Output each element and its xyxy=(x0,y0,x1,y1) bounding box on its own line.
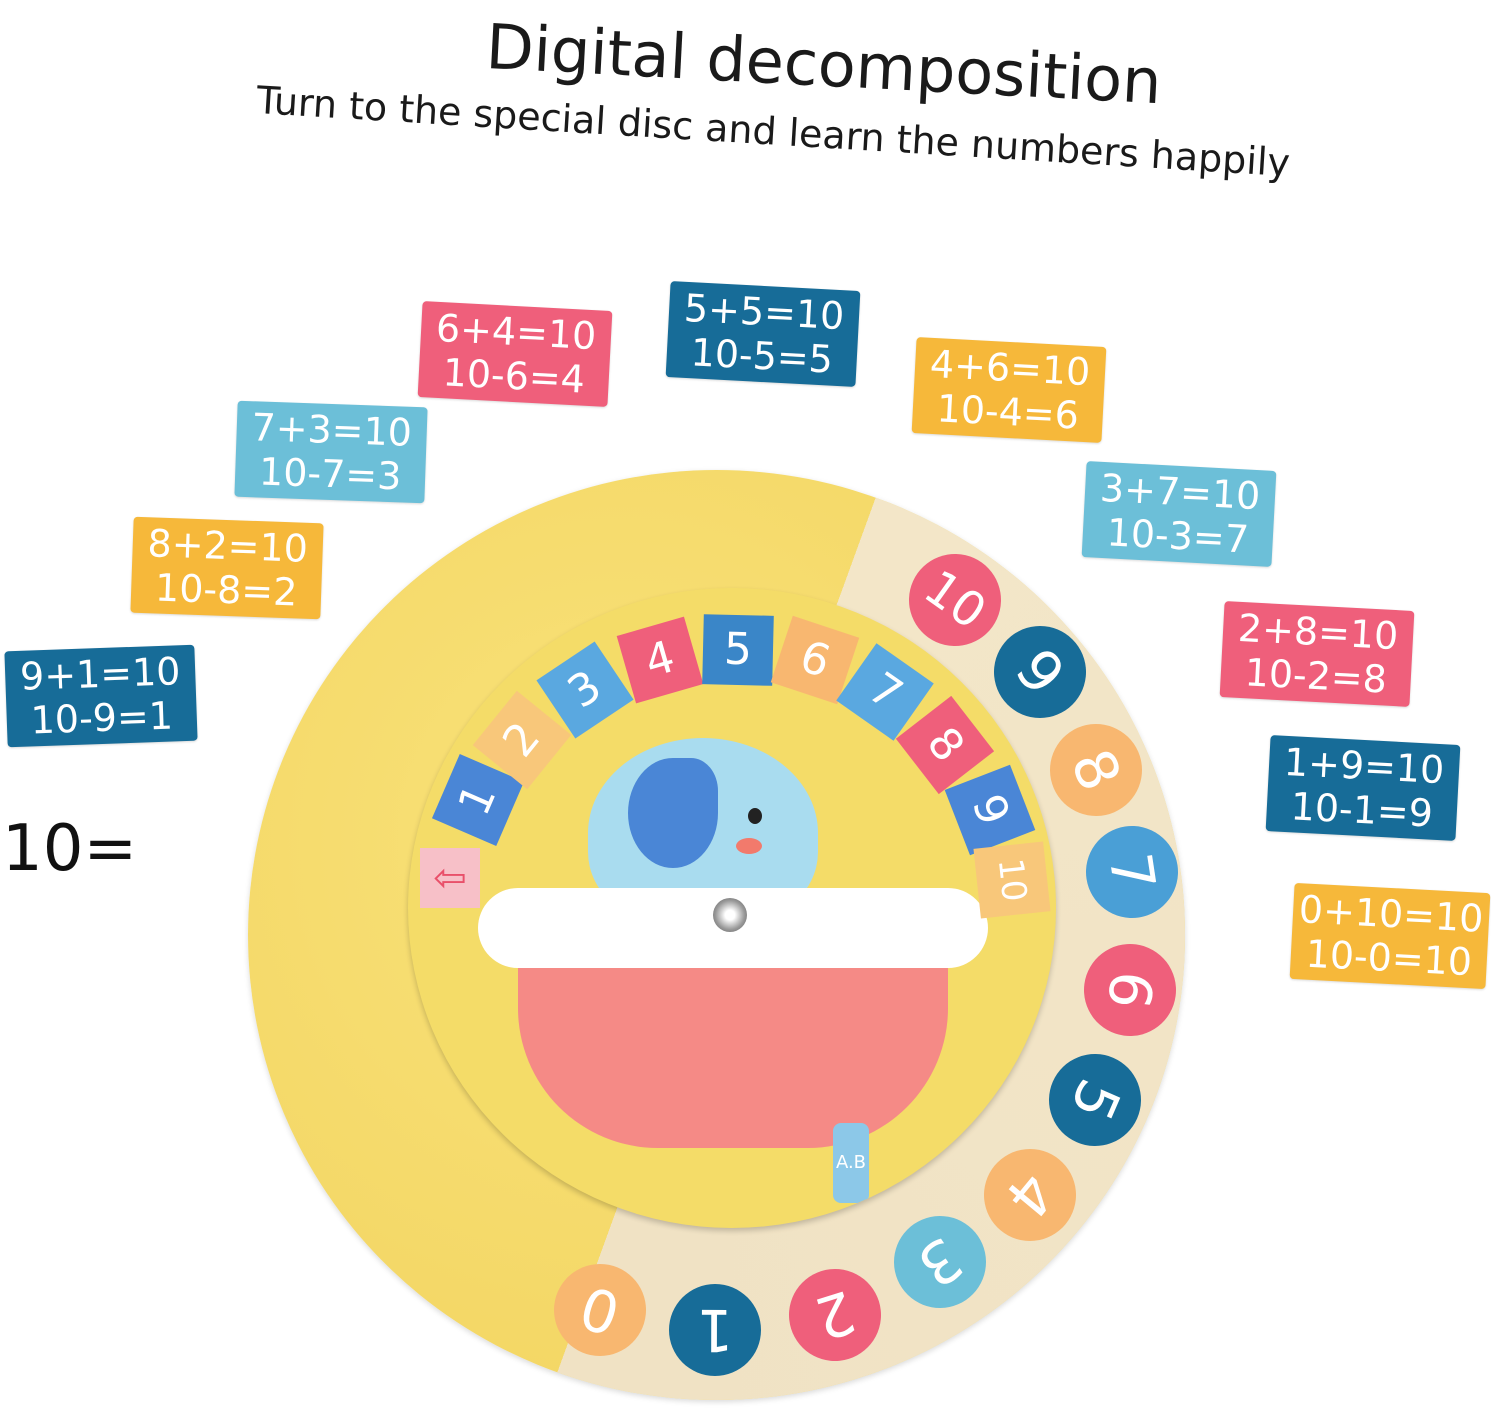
arrow-pointer-icon: ⇦ xyxy=(420,848,480,908)
equation-text: 7+3=10 xyxy=(250,405,413,455)
equation-card: 6+4=10 10-6=4 xyxy=(417,301,613,407)
equation-text: 10-6=4 xyxy=(441,350,587,402)
elephant-ear xyxy=(628,758,718,868)
equation-text: 9+1=10 xyxy=(19,649,182,699)
inner-number-5: 5 xyxy=(702,614,774,686)
equation-text: 10-0=10 xyxy=(1304,931,1474,985)
equation-card: 2+8=10 10-2=8 xyxy=(1219,601,1415,707)
equation-text: 10-1=9 xyxy=(1289,784,1435,836)
center-pin xyxy=(713,898,747,932)
equation-text: 10-5=5 xyxy=(689,330,835,382)
equation-card: 1+9=10 10-1=9 xyxy=(1265,735,1461,841)
elephant-cheek xyxy=(736,838,762,854)
elephant-eye xyxy=(748,808,762,824)
equation-text: 10-4=6 xyxy=(935,386,1081,438)
bottle-illustration: A.B xyxy=(833,1123,869,1203)
equation-text: 10-2=8 xyxy=(1243,650,1389,702)
equation-card: 4+6=10 10-4=6 xyxy=(911,337,1107,443)
equation-text: 10-9=1 xyxy=(29,693,174,743)
equation-card: 9+1=10 10-9=1 xyxy=(4,644,198,748)
outer-number-1: 1 xyxy=(668,1283,762,1377)
equation-card: 5+5=10 10-5=5 xyxy=(665,281,861,387)
inner-number-10: 10 xyxy=(973,841,1051,919)
equation-prefix: 10= xyxy=(2,812,138,886)
equation-card: 0+10=10 10-0=10 xyxy=(1289,882,1491,990)
